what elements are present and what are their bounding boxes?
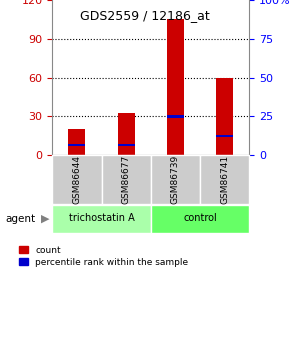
- Bar: [167, 19, 184, 155]
- Text: GSM86741: GSM86741: [220, 155, 229, 204]
- Text: GDS2559 / 12186_at: GDS2559 / 12186_at: [80, 9, 210, 22]
- Text: trichostatin A: trichostatin A: [69, 214, 134, 224]
- Bar: [68, 129, 86, 155]
- FancyBboxPatch shape: [151, 155, 200, 204]
- Text: GSM86677: GSM86677: [122, 155, 131, 204]
- Legend: count, percentile rank within the sample: count, percentile rank within the sample: [19, 246, 188, 267]
- Bar: [216, 135, 233, 137]
- Text: control: control: [183, 214, 217, 224]
- Bar: [68, 144, 86, 146]
- Text: GSM86739: GSM86739: [171, 155, 180, 204]
- FancyBboxPatch shape: [52, 155, 102, 204]
- Bar: [216, 78, 233, 155]
- Bar: [167, 115, 184, 118]
- FancyBboxPatch shape: [52, 205, 151, 233]
- Text: GSM86644: GSM86644: [72, 155, 81, 204]
- Bar: [117, 112, 135, 155]
- FancyBboxPatch shape: [102, 155, 151, 204]
- FancyBboxPatch shape: [151, 205, 249, 233]
- Text: ▶: ▶: [41, 214, 49, 224]
- FancyBboxPatch shape: [200, 155, 249, 204]
- Bar: [117, 144, 135, 146]
- Text: agent: agent: [6, 214, 36, 224]
